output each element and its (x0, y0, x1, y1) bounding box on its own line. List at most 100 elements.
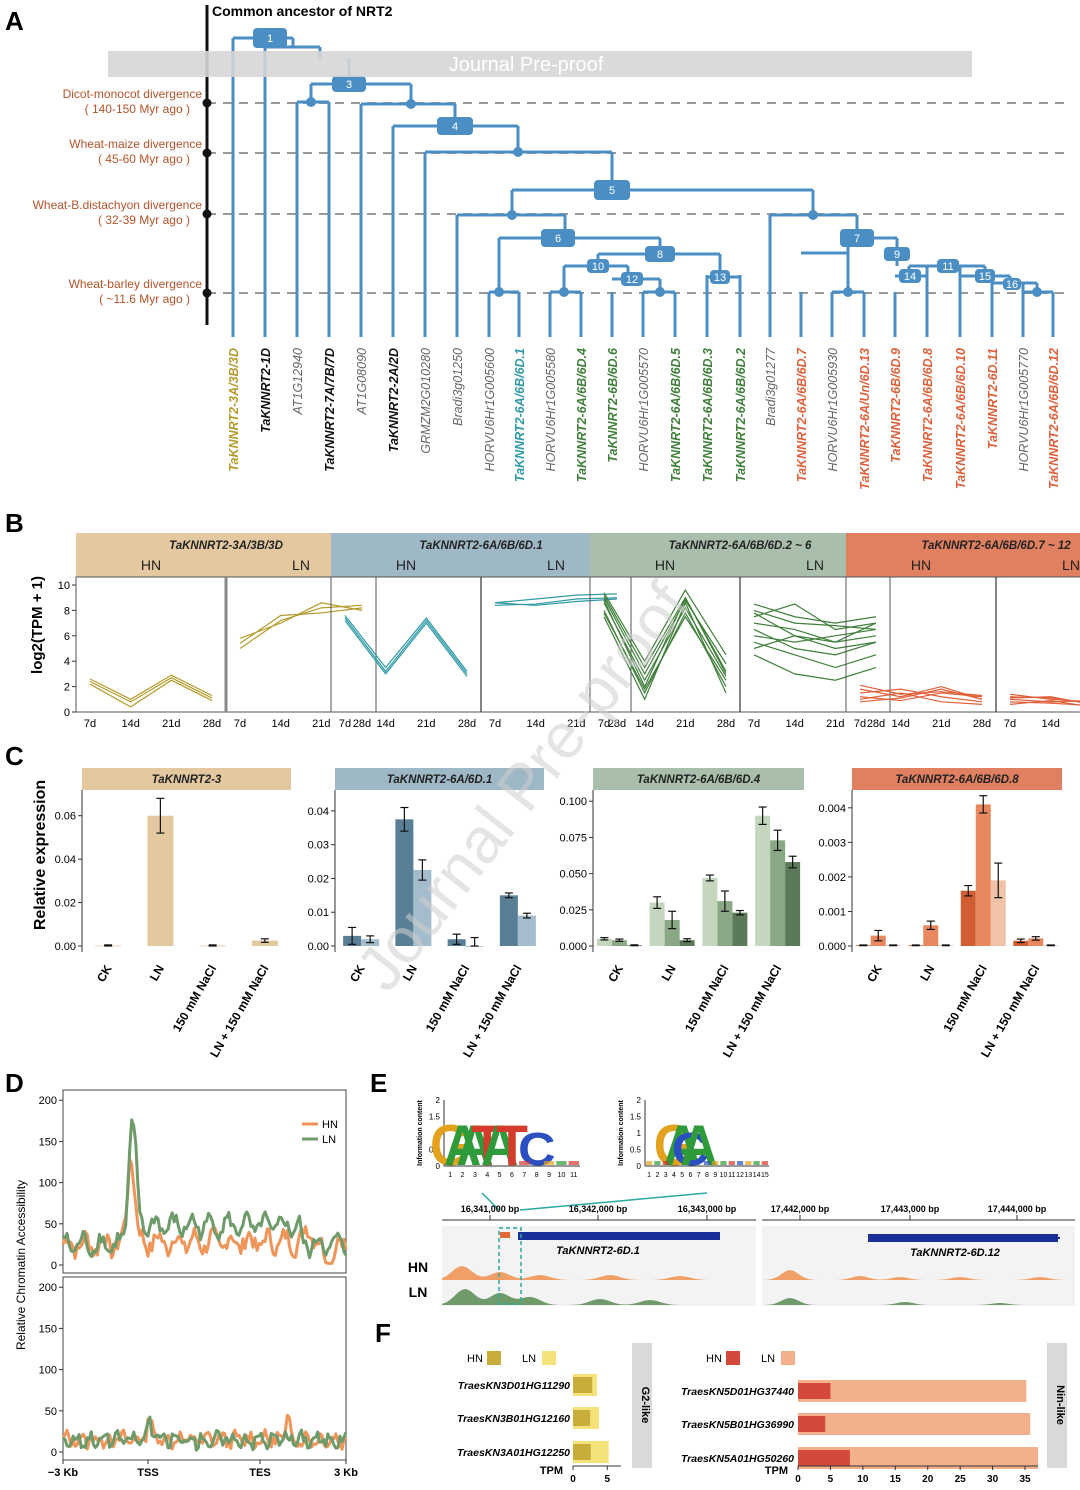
panel-b-series-line (239, 604, 363, 649)
panel-c-ytick: 0.04 (308, 806, 329, 818)
motif1-letter: A (444, 1114, 482, 1178)
motif1-xtick: 11 (570, 1172, 577, 1179)
panel-c-xtick: CK (605, 962, 626, 984)
tree-node-box (840, 229, 874, 247)
panel-c-ytick: 0.02 (55, 898, 76, 910)
tree-node-dot (843, 287, 853, 297)
motif1-xtick: 9 (547, 1172, 551, 1179)
motif1-letter: A (456, 1114, 494, 1178)
tree-node-box (594, 180, 630, 200)
tree-node-number: 11 (942, 261, 953, 273)
panel-b-condition-hn: HN (655, 557, 675, 573)
panel-label-c: C (5, 741, 24, 771)
gene-left-body (518, 1232, 720, 1240)
motif1-xtick: 7 (522, 1172, 526, 1179)
panel-c-xtick: LN + 150 mM NaCl (207, 963, 271, 1060)
tree-node-number: 14 (904, 271, 916, 283)
panel-c-xtick: CK (864, 962, 885, 984)
panel-d-xtick: TES (249, 1467, 270, 1479)
leaf-label: TaKNNRT2-6A/6B/6D.12 (1047, 348, 1061, 489)
tree-node-box (899, 269, 921, 283)
panel-b-xtick: 7d (489, 718, 501, 730)
panel-c-bar (702, 877, 718, 946)
motif1-ytick: 1.5 (429, 1113, 441, 1122)
f-right-legend-swatch (726, 1351, 740, 1365)
divergence-name: Wheat-barley divergence (69, 277, 203, 291)
panel-b-condition-ln: LN (806, 557, 824, 573)
f-right-gene-label: TraesKN5A01HG50260 (681, 1453, 794, 1465)
panel-c-xtick: 150 mM NaCl (682, 963, 731, 1035)
panel-b-series-line (344, 620, 468, 677)
f-left-legend-swatch (487, 1351, 501, 1365)
motif1-xtick: 6 (510, 1172, 514, 1179)
panel-c-group-title: TaKNNRT2-6A/6B/6D.4 (637, 774, 761, 786)
motif2-ytick: 0 (637, 1162, 642, 1171)
panel-c-bar (649, 902, 665, 946)
gene-left-label: TaKNNRT2-6D.1 (556, 1245, 640, 1257)
f-right-family-label: Nin-like (1054, 1385, 1066, 1425)
motif2-xtick: 5 (680, 1172, 684, 1179)
tree-node-box (253, 28, 287, 48)
panel-c-bar (717, 901, 733, 946)
panel-d-frame (62, 1276, 347, 1461)
panel-c-ytick: 0.003 (818, 837, 846, 849)
panel-b-xtick: 14d (1041, 718, 1059, 730)
leaf-label: TaKNNRT2-6A/6B/6D.10 (954, 348, 968, 489)
panel-b-xtick: 28d (973, 718, 991, 730)
panel-d-ytick: 0 (51, 1447, 57, 1459)
panel-b-header (846, 533, 1080, 577)
panel-b-xtick: 21d (162, 718, 180, 730)
panel-c-group-title: TaKNNRT2-6A/6D.1 (387, 774, 492, 786)
panel-b-series-line (344, 617, 468, 675)
track-signal-right (762, 1298, 1075, 1305)
tree-node-box (621, 272, 643, 286)
panel-b-expression-lines: log2(TPM + 1) 0 2 4 6 8 10 TaKNNRT2-3A/3B/3D HN… (29, 533, 1080, 730)
divergence-dot (202, 288, 212, 298)
motif2-xtick: 10 (720, 1172, 728, 1179)
leaf-label: TaKNNRT2-6A/6B/6D.2 (734, 348, 748, 482)
panel-d-accessibility-curve (61, 1157, 348, 1265)
f-left-xtick: 0 (570, 1474, 576, 1485)
track-label: HN (408, 1259, 428, 1275)
panel-b-xtick: 21d (417, 718, 435, 730)
divergence-age: ( 140-150 Myr ago ) (85, 102, 190, 116)
panel-d-accessibility-curve (62, 1118, 348, 1260)
panel-b-ytick: 10 (58, 580, 70, 592)
motif1-residual-mark (556, 1161, 567, 1165)
motif1-ytick: 1 (436, 1129, 441, 1138)
panel-c-xtick: LN + 150 mM NaCl (720, 963, 784, 1060)
panel-b-condition-hn: HN (911, 557, 931, 573)
panel-b-ytick: 2 (64, 682, 70, 694)
leaf-label: TaKNNRT2-6A/6B/6D.3 (701, 348, 715, 482)
panel-b-header (76, 533, 376, 577)
panel-d-ytick: 100 (39, 1178, 57, 1190)
tree-node-number: 15 (979, 271, 991, 283)
f-right-gene-label: TraesKN5D01HG37440 (681, 1386, 794, 1398)
panel-c-header (593, 768, 804, 790)
motif2-xtick: 12 (736, 1172, 744, 1179)
panel-c-header (852, 768, 1062, 790)
divergence-age: ( 45-60 Myr ago ) (98, 152, 190, 166)
motif2-xtick: 7 (697, 1172, 701, 1179)
motif1-residual-mark (568, 1161, 579, 1165)
panel-b-series-line (603, 597, 727, 676)
panel-b-xtick: 7d (598, 718, 610, 730)
leaf-label: HORVU6Hr1G005600 (483, 348, 497, 471)
tree-node-dot (655, 287, 665, 297)
leaf-label: HORVU6Hr1G005580 (544, 348, 558, 471)
leaf-label: HORVU6Hr1G005930 (826, 348, 840, 471)
f-left-gene-label: TraesKN3B01HG12160 (457, 1413, 570, 1425)
panel-c-bar (251, 940, 278, 946)
track-signal-right (762, 1270, 1075, 1280)
panel-c-bar (960, 890, 976, 946)
motif1-xtick: 8 (535, 1172, 539, 1179)
panel-label-f: F (375, 1318, 391, 1348)
panel-b-series-line (494, 593, 618, 604)
motif2-residual-mark (753, 1161, 760, 1165)
leaf-label: AT1G12940 (291, 348, 305, 416)
leaf-label: TaKNNRT2-7A/7B/7D (323, 348, 337, 472)
panel-b-condition-hn: HN (141, 557, 161, 573)
f-right-xtick: 25 (955, 1474, 967, 1485)
panel-b-ytick: 0 (64, 707, 70, 719)
